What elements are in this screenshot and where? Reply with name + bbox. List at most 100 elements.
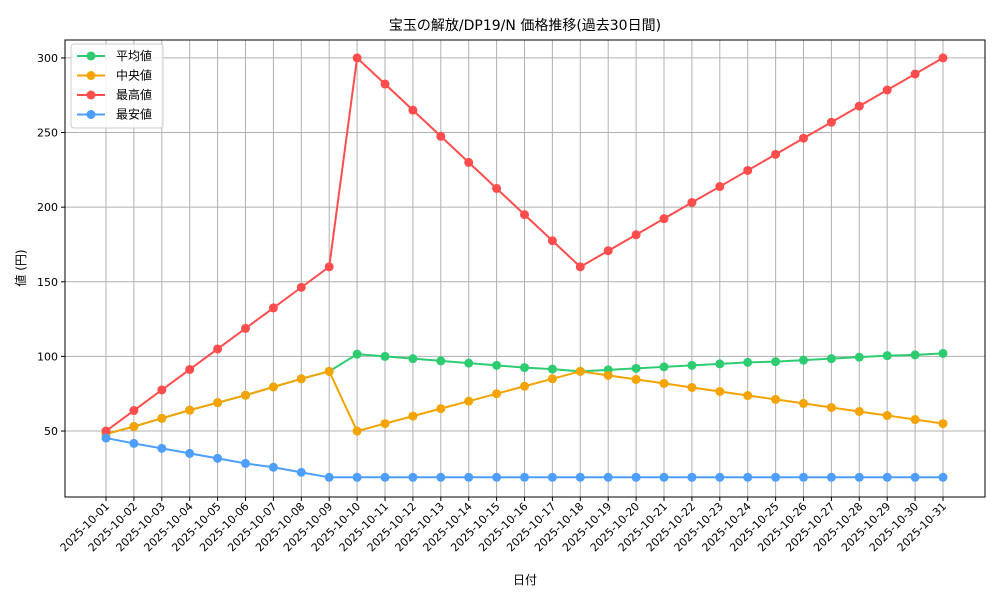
- data-point: [101, 433, 111, 443]
- data-point: [520, 210, 529, 220]
- data-point: [910, 415, 920, 425]
- data-point: [241, 323, 250, 333]
- data-point: [352, 426, 362, 436]
- data-point: [213, 398, 223, 408]
- data-point: [296, 374, 306, 384]
- data-point: [687, 472, 697, 482]
- data-point: [408, 472, 418, 482]
- data-point: [575, 262, 585, 272]
- data-point: [157, 443, 167, 453]
- data-point: [352, 349, 362, 359]
- data-point: [380, 79, 390, 89]
- data-point: [854, 406, 864, 416]
- data-point: [213, 453, 223, 463]
- data-point: [575, 472, 585, 482]
- data-point: [826, 402, 836, 412]
- data-point: [799, 355, 808, 365]
- data-point: [296, 282, 306, 292]
- data-point: [603, 246, 613, 256]
- data-point: [464, 157, 474, 167]
- data-point: [324, 472, 334, 482]
- data-point: [492, 360, 502, 370]
- data-point: [241, 390, 250, 400]
- grid: [65, 40, 985, 497]
- data-point: [520, 381, 529, 391]
- data-point: [547, 472, 557, 482]
- data-point: [938, 53, 948, 63]
- data-point: [547, 364, 557, 374]
- data-point: [715, 472, 725, 482]
- data-point: [603, 472, 613, 482]
- data-point: [910, 472, 920, 482]
- y-tick-label: 300: [37, 52, 58, 65]
- data-point: [938, 419, 948, 429]
- data-point: [938, 472, 948, 482]
- data-point: [129, 422, 139, 432]
- data-point: [771, 149, 781, 159]
- y-tick-label: 200: [37, 201, 58, 214]
- y-tick-label: 250: [37, 127, 58, 140]
- data-point: [129, 438, 139, 448]
- y-tick-label: 150: [37, 276, 58, 289]
- data-point: [631, 363, 641, 373]
- data-point: [659, 378, 669, 388]
- data-point: [799, 472, 808, 482]
- data-point: [352, 53, 362, 63]
- data-point: [213, 344, 223, 354]
- data-point: [659, 214, 669, 224]
- data-point: [910, 69, 920, 79]
- x-axis: 2025-10-012025-10-022025-10-032025-10-04…: [58, 497, 949, 554]
- data-point: [324, 262, 334, 272]
- data-point: [380, 472, 390, 482]
- legend-label: 最高値: [116, 87, 152, 102]
- data-point: [631, 230, 641, 240]
- data-point: [854, 352, 864, 362]
- data-point: [603, 370, 613, 380]
- data-point: [185, 405, 195, 415]
- data-point: [715, 386, 725, 396]
- data-point: [799, 398, 808, 408]
- data-point: [268, 382, 278, 392]
- data-point: [826, 354, 836, 364]
- data-point: [743, 357, 753, 367]
- data-point: [380, 351, 390, 361]
- data-point: [492, 184, 502, 194]
- chart-title: 宝玉の解放/DP19/N 価格推移(過去30日間): [389, 18, 661, 34]
- data-point: [910, 350, 920, 360]
- data-point: [547, 236, 557, 246]
- data-point: [408, 411, 418, 421]
- data-point: [687, 382, 697, 392]
- data-point: [185, 364, 195, 374]
- data-point: [826, 472, 836, 482]
- data-point: [882, 472, 892, 482]
- data-point: [268, 462, 278, 472]
- data-point: [380, 419, 390, 429]
- data-point: [436, 131, 446, 141]
- data-point: [715, 359, 725, 369]
- data-point: [436, 356, 446, 366]
- data-point: [575, 366, 585, 376]
- data-point: [743, 472, 753, 482]
- y-tick-label: 50: [44, 425, 58, 438]
- x-axis-label: 日付: [513, 573, 537, 587]
- data-point: [296, 467, 306, 477]
- data-point: [464, 396, 474, 406]
- data-point: [520, 363, 529, 373]
- data-point: [157, 385, 167, 395]
- data-point: [492, 389, 502, 399]
- data-point: [547, 374, 557, 384]
- data-point: [854, 472, 864, 482]
- data-point: [743, 165, 753, 175]
- data-point: [492, 472, 502, 482]
- series-1: [101, 366, 948, 439]
- data-point: [101, 426, 111, 436]
- legend-marker: [86, 110, 96, 119]
- data-point: [771, 394, 781, 404]
- data-point: [882, 85, 892, 95]
- data-point: [771, 472, 781, 482]
- data-point: [157, 413, 167, 423]
- data-point: [826, 117, 836, 127]
- data-point: [799, 133, 808, 143]
